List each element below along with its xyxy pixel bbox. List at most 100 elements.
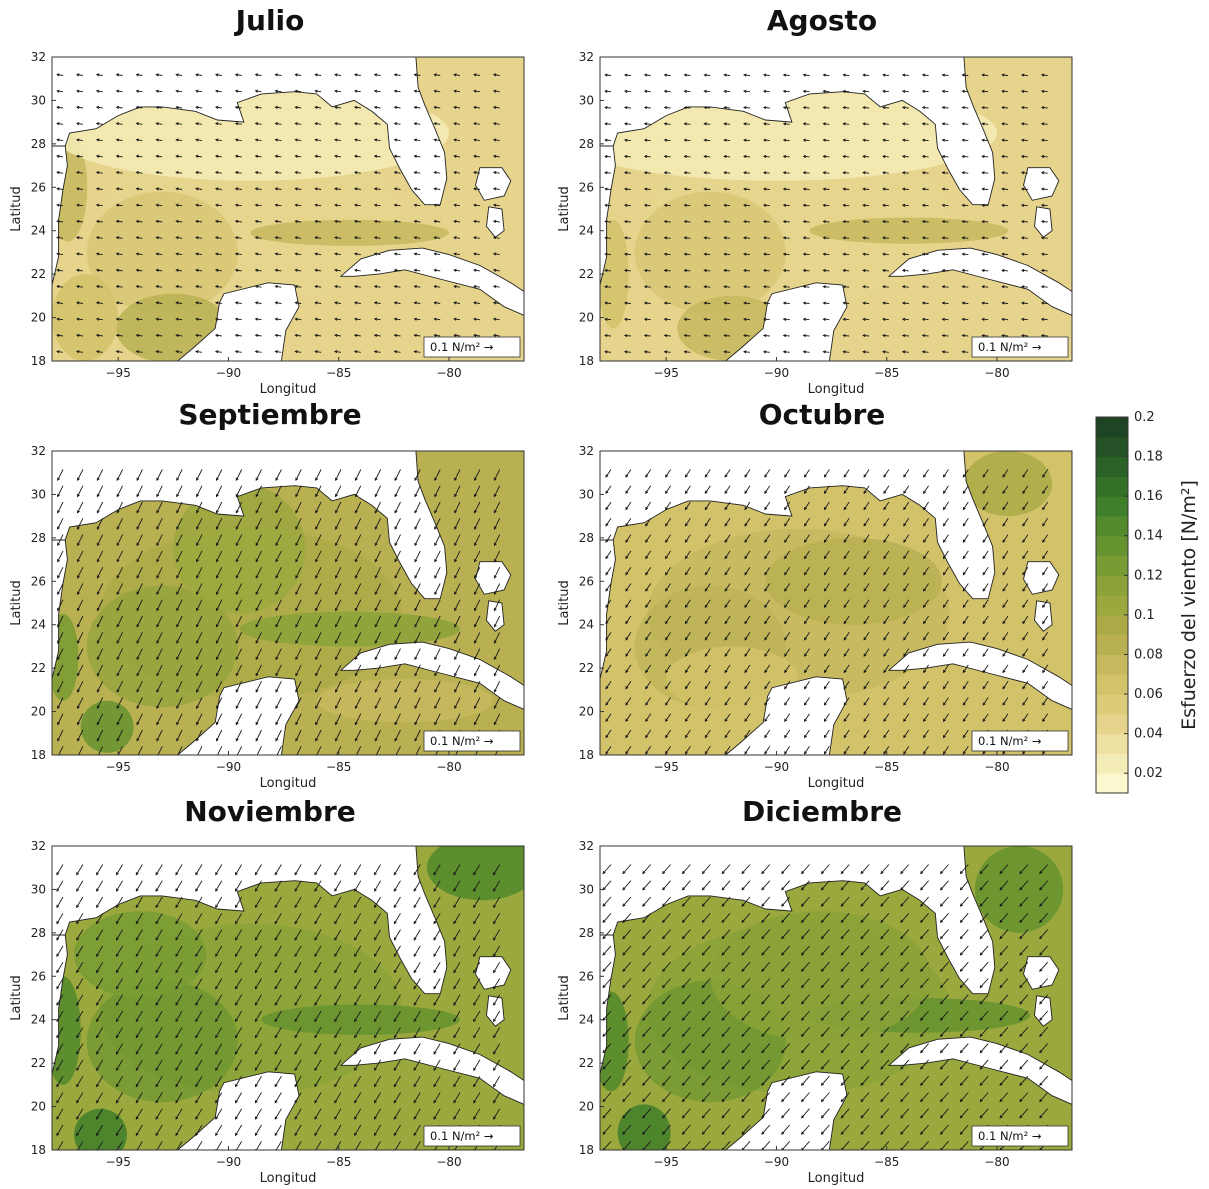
y-tick-label: 18 bbox=[31, 748, 46, 762]
stress-region bbox=[975, 846, 1063, 933]
y-tick-label: 28 bbox=[31, 137, 46, 151]
stress-region bbox=[74, 1109, 127, 1161]
y-tick-label: 22 bbox=[579, 267, 594, 281]
panel-title-julio: Julio bbox=[170, 4, 370, 37]
y-tick-label: 30 bbox=[31, 882, 46, 896]
x-tick-label: −95 bbox=[654, 760, 679, 774]
y-tick-label: 26 bbox=[579, 574, 594, 588]
y-tick-label: 18 bbox=[579, 354, 594, 368]
y-tick-label: 24 bbox=[31, 618, 46, 632]
x-tick-label: −90 bbox=[216, 1155, 241, 1169]
scale-legend: 0.1 N/m² → bbox=[424, 337, 520, 357]
x-tick-label: −90 bbox=[764, 760, 789, 774]
y-tick-label: 20 bbox=[31, 705, 46, 719]
stress-region bbox=[262, 1005, 461, 1035]
y-tick-label: 26 bbox=[579, 180, 594, 194]
stress-region bbox=[964, 451, 1052, 516]
y-tick-label: 18 bbox=[31, 1143, 46, 1157]
y-tick-label: 24 bbox=[579, 224, 594, 238]
scale-legend-label: 0.1 N/m² → bbox=[978, 734, 1042, 748]
y-tick-label: 24 bbox=[579, 618, 594, 632]
x-tick-label: −95 bbox=[654, 366, 679, 380]
map-panel-diciembre: 1820222426283032−95−90−85−80LongitudLati… bbox=[548, 834, 1088, 1189]
y-tick-label: 28 bbox=[31, 926, 46, 940]
y-tick-label: 20 bbox=[31, 311, 46, 325]
x-tick-label: −80 bbox=[436, 760, 461, 774]
y-tick-label: 32 bbox=[31, 444, 46, 458]
x-tick-label: −80 bbox=[984, 366, 1009, 380]
y-tick-label: 32 bbox=[31, 50, 46, 64]
panel-title-diciembre: Diciembre bbox=[722, 795, 922, 828]
map-panel-octubre: 18 20 22 24 26 28 30 32 −95 −90 −85 −80 Longitud Lati… bbox=[548, 439, 1088, 794]
y-tick-label: 20 bbox=[579, 705, 594, 719]
x-tick-label: −90 bbox=[764, 366, 789, 380]
y-tick-label: 26 bbox=[31, 574, 46, 588]
scale-legend: 0.1 N/m² → bbox=[972, 731, 1068, 751]
x-axis-label: Longitud bbox=[808, 382, 865, 397]
x-axis-label: Longitud bbox=[260, 382, 317, 397]
y-tick-label: 32 bbox=[579, 444, 594, 458]
stress-region bbox=[317, 679, 493, 722]
y-tick-label: 22 bbox=[31, 661, 46, 675]
x-tick-label: −80 bbox=[436, 366, 461, 380]
y-tick-label: 22 bbox=[31, 267, 46, 281]
y-tick-label: 26 bbox=[31, 180, 46, 194]
x-axis-label: Longitud bbox=[260, 1171, 317, 1186]
y-tick-label: 18 bbox=[31, 354, 46, 368]
scale-legend: 0.1 N/m² → bbox=[424, 731, 520, 751]
stress-region bbox=[74, 911, 206, 998]
map-panel-julio: 1820222426283032−95−90−85−80LongitudLati… bbox=[0, 45, 540, 400]
map-panel-noviembre: 1820222426283032−95−90−85−80LongitudLati… bbox=[0, 834, 540, 1189]
scale-legend-label: 0.1 N/m² → bbox=[430, 734, 494, 748]
stress-region bbox=[81, 701, 134, 753]
x-tick-label: −85 bbox=[326, 1155, 351, 1169]
y-tick-label: 30 bbox=[579, 487, 594, 501]
y-tick-label: 18 bbox=[579, 748, 594, 762]
x-tick-label: −95 bbox=[106, 1155, 131, 1169]
y-axis-label: Latitud bbox=[9, 975, 24, 1021]
y-tick-label: 28 bbox=[31, 531, 46, 545]
y-axis-label: Latitud bbox=[9, 580, 24, 626]
scale-legend-label: 0.1 N/m² → bbox=[430, 1129, 494, 1143]
x-tick-label: −85 bbox=[874, 366, 899, 380]
scale-legend-label: 0.1 N/m² → bbox=[430, 340, 494, 354]
y-tick-label: 24 bbox=[31, 224, 46, 238]
x-tick-label: −80 bbox=[436, 1155, 461, 1169]
map-panel-agosto: 1820222426283032−95−90−85−80LongitudLati… bbox=[548, 45, 1088, 400]
panel-title-agosto: Agosto bbox=[722, 4, 922, 37]
x-tick-label: −80 bbox=[984, 760, 1009, 774]
stress-region bbox=[635, 192, 786, 314]
x-tick-label: −85 bbox=[326, 760, 351, 774]
stress-region bbox=[251, 220, 450, 246]
x-tick-label: −90 bbox=[216, 760, 241, 774]
x-axis-label: Longitud bbox=[808, 776, 865, 791]
scale-legend: 0.1 N/m² → bbox=[972, 337, 1068, 357]
y-axis-label: Latitud bbox=[557, 186, 572, 232]
scale-legend: 0.1 N/m² → bbox=[424, 1126, 520, 1146]
y-tick-label: 28 bbox=[579, 137, 594, 151]
x-tick-label: −90 bbox=[216, 366, 241, 380]
stress-region bbox=[854, 690, 986, 733]
scale-legend-label: 0.1 N/m² → bbox=[978, 340, 1042, 354]
y-tick-label: 22 bbox=[579, 661, 594, 675]
x-tick-label: −95 bbox=[106, 366, 131, 380]
y-axis-label: Latitud bbox=[557, 580, 572, 626]
y-tick-label: 22 bbox=[31, 1056, 46, 1070]
stress-region bbox=[710, 911, 931, 1041]
x-axis-label: Longitud bbox=[260, 776, 317, 791]
panel-title-noviembre: Noviembre bbox=[170, 795, 370, 828]
x-tick-label: −85 bbox=[874, 760, 899, 774]
y-tick-label: 30 bbox=[31, 93, 46, 107]
map-panel-septiembre: 1820222426283032−95−90−85−80LongitudLati… bbox=[0, 439, 540, 794]
stress-region bbox=[87, 981, 238, 1103]
stress-region bbox=[45, 976, 80, 1085]
panel-title-septiembre: Septiembre bbox=[170, 398, 370, 431]
y-tick-label: 28 bbox=[579, 531, 594, 545]
y-tick-label: 24 bbox=[31, 1013, 46, 1027]
panel-title-octubre: Octubre bbox=[722, 398, 922, 431]
y-tick-label: 30 bbox=[579, 93, 594, 107]
y-tick-label: 20 bbox=[579, 311, 594, 325]
stress-region bbox=[427, 835, 537, 900]
stress-region bbox=[765, 538, 941, 625]
y-axis-label: Latitud bbox=[9, 186, 24, 232]
